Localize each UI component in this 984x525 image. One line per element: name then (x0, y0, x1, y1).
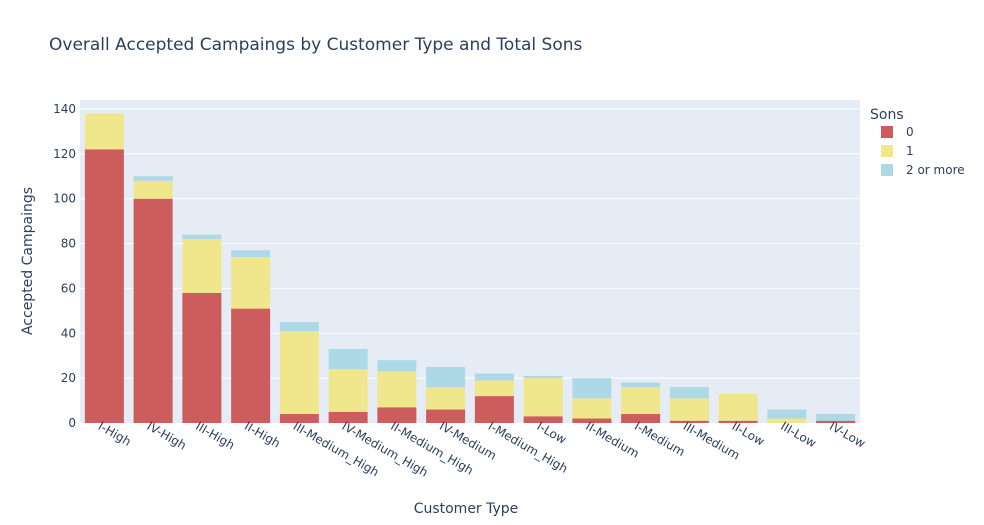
bar-segment (279, 331, 319, 415)
bar-segment (474, 396, 514, 423)
y-tick-label: 20 (61, 371, 76, 385)
bar-segment (231, 250, 271, 258)
x-tick-label: I-Low (535, 419, 569, 447)
x-tick-label: II-High (242, 419, 283, 451)
y-tick-label: 0 (68, 416, 76, 430)
bar-segment (523, 416, 563, 423)
x-tick-label: I-Medium (632, 419, 687, 459)
bar-segment (767, 409, 807, 419)
y-tick-label: 120 (53, 147, 76, 161)
bar-segment (231, 308, 271, 423)
y-tick-label: 100 (53, 192, 76, 206)
bar-segment (84, 149, 124, 423)
bar-segment (377, 371, 417, 408)
bars (84, 113, 856, 423)
x-tick-label: II-Medium (583, 419, 641, 461)
y-tick-label: 60 (61, 281, 76, 295)
bar-segment (523, 375, 563, 379)
bar-segment (133, 176, 173, 181)
y-tick-label: 140 (53, 102, 76, 116)
x-tick-label: IV-Low (827, 419, 868, 451)
legend-label: 1 (906, 144, 914, 158)
bar-segment (816, 414, 856, 421)
x-tick-label: II-Low (730, 419, 768, 449)
x-axis-ticks: I-High IV-High III-High II-High III-Medium_H… (96, 419, 868, 480)
x-axis-title: Customer Type (414, 501, 519, 517)
bar-segment (377, 407, 417, 423)
bar-segment (767, 418, 807, 423)
bar-segment (572, 418, 612, 423)
y-tick-label: 80 (61, 237, 76, 251)
bar-segment (182, 234, 222, 240)
x-tick-label: III-Medium_High (291, 419, 382, 479)
bar-segment (426, 409, 466, 423)
bar-segment (621, 414, 661, 423)
y-axis-title: Accepted Campaings (20, 187, 36, 335)
bar-segment (474, 380, 514, 397)
x-tick-label: III-Low (778, 419, 819, 451)
bar-segment (328, 411, 368, 423)
legend: Sons 0 1 2 or more (870, 107, 965, 177)
bar-segment (474, 373, 514, 381)
legend-swatch (881, 164, 893, 176)
bar-segment (182, 292, 222, 423)
bar-segment (328, 369, 368, 412)
bar-segment (669, 420, 709, 423)
x-tick-label: IV-Medium_High (340, 419, 431, 480)
bar-segment (182, 239, 222, 293)
bar-segment (621, 387, 661, 415)
bar-segment (84, 113, 124, 150)
bar-segment (669, 398, 709, 421)
bar-segment (377, 360, 417, 372)
bar-segment (621, 382, 661, 388)
y-axis-ticks: 0 20 40 60 80 100 120 140 (53, 102, 76, 430)
bar-segment (572, 398, 612, 419)
y-tick-label: 40 (61, 326, 76, 340)
bar-segment (718, 393, 758, 421)
bar-segment (572, 378, 612, 399)
legend-label: 0 (906, 125, 914, 139)
x-tick-label: IV-High (145, 419, 189, 453)
chart-title: Overall Accepted Campaings by Customer T… (49, 35, 583, 55)
bar-segment (279, 414, 319, 423)
bar-segment (426, 366, 466, 388)
legend-title: Sons (870, 107, 904, 123)
bar-segment (669, 387, 709, 399)
bar-segment (279, 322, 319, 332)
bar-segment (133, 198, 173, 423)
legend-swatch (881, 126, 893, 138)
bar-segment (231, 257, 271, 309)
x-tick-label: I-High (96, 419, 134, 449)
bar-segment (133, 180, 173, 199)
bar-segment (523, 378, 563, 417)
legend-swatch (881, 145, 893, 157)
bar-segment (718, 420, 758, 423)
bar-segment (816, 420, 856, 423)
legend-label: 2 or more (906, 163, 965, 177)
bar-segment (426, 387, 466, 410)
x-tick-label: II-Medium_High (388, 419, 476, 478)
x-tick-label: III-High (193, 419, 237, 452)
bar-segment (328, 348, 368, 370)
